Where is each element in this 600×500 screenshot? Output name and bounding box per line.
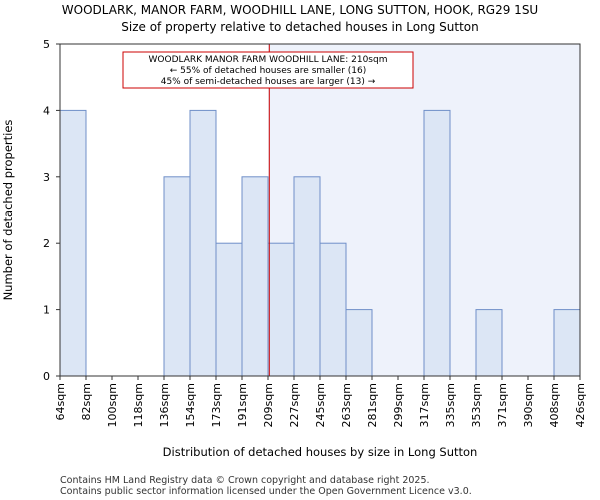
- y-axis-label: Number of detached properties: [1, 120, 15, 301]
- y-tick-label: 5: [43, 38, 50, 51]
- x-tick-label: 118sqm: [132, 383, 145, 427]
- bars-group: [59, 109, 581, 377]
- x-tick-label: 426sqm: [574, 383, 587, 427]
- x-tick-label: 191sqm: [236, 383, 249, 427]
- x-tick-label: 281sqm: [366, 383, 379, 427]
- x-tick-label: 371sqm: [496, 383, 509, 427]
- x-tick-label: 64sqm: [54, 383, 67, 420]
- x-tick-label: 335sqm: [444, 383, 457, 427]
- x-tick-label: 154sqm: [184, 383, 197, 427]
- y-tick-label: 0: [43, 370, 50, 383]
- bar-353sqm: [475, 309, 503, 377]
- annotation-box: WOODLARK MANOR FARM WOODHILL LANE: 210sq…: [122, 51, 414, 89]
- x-tick-label: 227sqm: [288, 383, 301, 427]
- bar-64sqm: [59, 109, 87, 377]
- footer-line-1: Contains HM Land Registry data © Crown c…: [60, 475, 430, 486]
- chart-subtitle: Size of property relative to detached ho…: [121, 20, 478, 34]
- bar-209sqm: [267, 242, 295, 377]
- x-tick-label: 82sqm: [80, 383, 93, 420]
- chart-title: WOODLARK, MANOR FARM, WOODHILL LANE, LON…: [62, 3, 538, 17]
- y-tick-label: 3: [43, 171, 50, 184]
- y-tick-label: 2: [43, 237, 50, 250]
- annotation-line-3: 45% of semi-detached houses are larger (…: [161, 77, 376, 87]
- bar-154sqm: [189, 109, 217, 377]
- bar-227sqm: [293, 176, 321, 377]
- x-axis-label: Distribution of detached houses by size …: [163, 445, 478, 459]
- annotation-line-1: WOODLARK MANOR FARM WOODHILL LANE: 210sq…: [149, 55, 388, 65]
- bar-317sqm: [423, 109, 451, 377]
- x-tick-label: 100sqm: [106, 383, 119, 427]
- x-tick-label: 353sqm: [470, 383, 483, 427]
- x-tick-label: 317sqm: [418, 383, 431, 427]
- y-tick-label: 4: [43, 104, 50, 117]
- annotation-line-2: ← 55% of detached houses are smaller (16…: [170, 66, 367, 76]
- bar-245sqm: [319, 242, 347, 377]
- x-tick-label: 390sqm: [522, 383, 535, 427]
- x-tick-label: 299sqm: [392, 383, 405, 427]
- x-tick-label: 136sqm: [158, 383, 171, 427]
- bar-263sqm: [345, 309, 373, 377]
- annotation-frame: [122, 51, 414, 89]
- bar-191sqm: [241, 176, 269, 377]
- x-tick-label: 245sqm: [314, 383, 327, 427]
- bar-173sqm: [215, 242, 243, 377]
- bar-408sqm: [553, 309, 581, 377]
- x-axis: 64sqm 82sqm 100sqm 118sqm 136sqm 154sqm 173sqm…: [54, 376, 587, 427]
- footer-line-2: Contains public sector information licen…: [60, 486, 472, 497]
- y-tick-label: 1: [43, 304, 50, 317]
- x-tick-label: 263sqm: [340, 383, 353, 427]
- bar-136sqm: [163, 176, 191, 377]
- x-tick-label: 173sqm: [210, 383, 223, 427]
- x-tick-label: 408sqm: [548, 383, 561, 427]
- x-tick-label: 209sqm: [262, 383, 275, 427]
- y-axis: 0 1 2 3 4 5: [43, 38, 60, 383]
